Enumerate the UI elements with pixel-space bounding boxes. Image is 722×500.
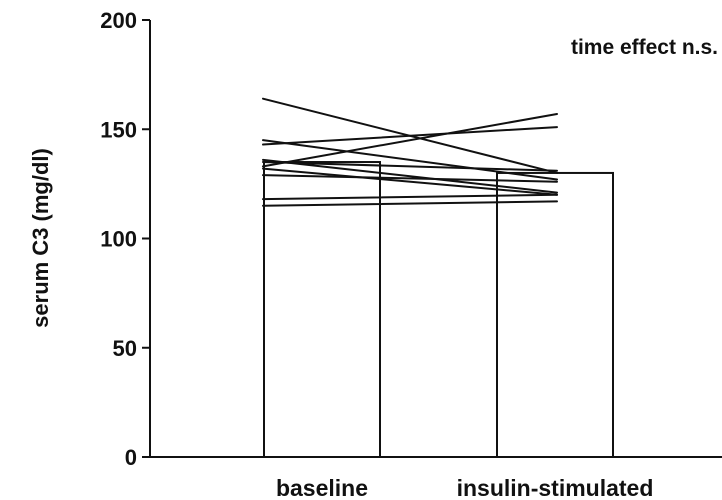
subject-line xyxy=(262,200,558,207)
category-label: baseline xyxy=(276,475,368,500)
y-tick-label: 200 xyxy=(100,8,137,33)
subject-line xyxy=(262,174,558,183)
y-tick-label: 150 xyxy=(100,117,137,142)
y-tick-label: 50 xyxy=(113,336,137,361)
subject-line xyxy=(262,126,558,146)
y-tick-label: 0 xyxy=(125,445,137,470)
category-labels: baseline insulin-stimulated xyxy=(276,475,653,500)
y-axis-label: serum C3 (mg/dl) xyxy=(28,148,53,328)
subject-line xyxy=(262,161,558,172)
axes xyxy=(149,20,722,458)
subject-lines xyxy=(262,97,558,207)
subject-line xyxy=(262,158,558,194)
bars xyxy=(263,161,614,458)
y-tick-label: 100 xyxy=(100,227,137,252)
bar-insulin-stimulated xyxy=(496,171,614,458)
subject-line xyxy=(262,193,558,201)
subject-line xyxy=(262,112,558,168)
annotation-time-effect: time effect n.s. xyxy=(571,36,718,59)
subject-line xyxy=(262,139,558,181)
subject-line xyxy=(262,167,558,196)
y-ticks: 0 50 100 150 200 xyxy=(100,8,150,470)
bar-baseline xyxy=(263,161,381,458)
category-label: insulin-stimulated xyxy=(457,475,654,500)
